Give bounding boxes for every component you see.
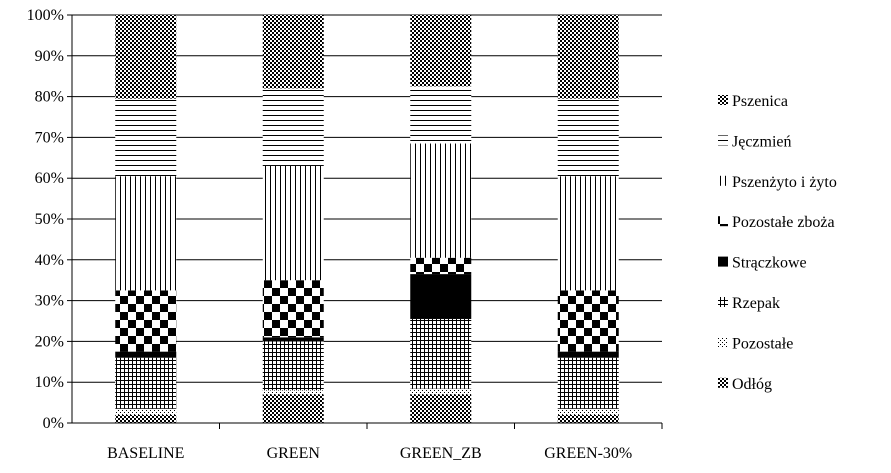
bar-segment	[262, 88, 324, 166]
bar-segment	[262, 390, 324, 395]
bar-segment	[262, 280, 324, 338]
y-tick-label: 0%	[43, 415, 64, 432]
bar-segment	[410, 257, 472, 275]
y-tick-label: 60%	[35, 170, 64, 187]
y-tick-label: 90%	[35, 48, 64, 65]
y-tick-label: 30%	[35, 293, 64, 310]
bar-segment	[557, 414, 619, 423]
y-tick-label: 80%	[35, 89, 64, 106]
y-tick-label: 100%	[27, 7, 64, 24]
bar-segment	[410, 274, 472, 319]
legend-label: Pozostałe zboża	[732, 214, 835, 231]
bar-segment	[557, 408, 619, 415]
legend-swatch	[718, 95, 728, 105]
bar-segment	[557, 290, 619, 352]
bar-segment	[115, 351, 177, 358]
bar-segment	[410, 318, 472, 389]
bar-segment	[115, 15, 177, 99]
bar-segment	[410, 394, 472, 423]
y-tick-label: 20%	[35, 333, 64, 350]
legend-label: Strączkowe	[732, 255, 807, 272]
axes: 0% 10% 20% 30% 40% 50% 60% 70% 80% 90% 100% BASELIN…	[27, 7, 663, 462]
bar-segment	[557, 176, 619, 291]
bar-segment	[557, 351, 619, 358]
y-tick-label: 10%	[35, 374, 64, 391]
legend-swatch	[718, 256, 728, 267]
bar-segment	[115, 414, 177, 423]
legend-swatch	[718, 175, 728, 186]
bar-segment	[410, 143, 472, 258]
bar-segment	[410, 388, 472, 395]
legend-label: Jęczmień	[732, 133, 792, 150]
bar-segment	[115, 290, 177, 352]
legend-label: Pozostałe	[732, 335, 793, 352]
legend-swatch	[718, 297, 728, 307]
legend: Pszenica Jęczmień Pszenżyto i żyto Pozostał…	[718, 93, 837, 393]
bar-segment	[115, 408, 177, 415]
legend-swatch	[718, 337, 728, 348]
legend-label: Rzepak	[732, 295, 780, 312]
bar-segment	[262, 15, 324, 89]
bars	[115, 15, 619, 423]
bar-segment	[410, 86, 472, 144]
legend-label: Odłóg	[732, 376, 772, 393]
legend-label: Pszenżyto i żyto	[732, 174, 837, 191]
bar-segment	[262, 337, 324, 342]
bar-segment	[115, 98, 177, 177]
y-tick-label: 70%	[35, 129, 64, 146]
x-tick-label: BASELINE	[107, 445, 184, 462]
legend-swatch	[718, 135, 728, 146]
bar-segment	[557, 357, 619, 409]
bar-segment	[557, 15, 619, 99]
legend-swatch	[718, 377, 728, 388]
bar-segment	[410, 15, 472, 87]
y-tick-label: 40%	[35, 252, 64, 269]
x-tick-label: GREEN_ZB	[400, 445, 482, 462]
y-tick-label: 50%	[35, 211, 64, 228]
legend-swatch	[718, 216, 728, 227]
bar-segment	[262, 341, 324, 391]
legend-label: Pszenica	[732, 93, 788, 110]
x-tick-label: GREEN-30%	[544, 445, 632, 462]
bar-segment	[262, 394, 324, 423]
bar-segment	[262, 165, 324, 281]
bar-segment	[115, 176, 177, 291]
bar-segment	[557, 98, 619, 177]
bar-segment	[115, 357, 177, 409]
x-tick-label: GREEN	[267, 445, 321, 462]
